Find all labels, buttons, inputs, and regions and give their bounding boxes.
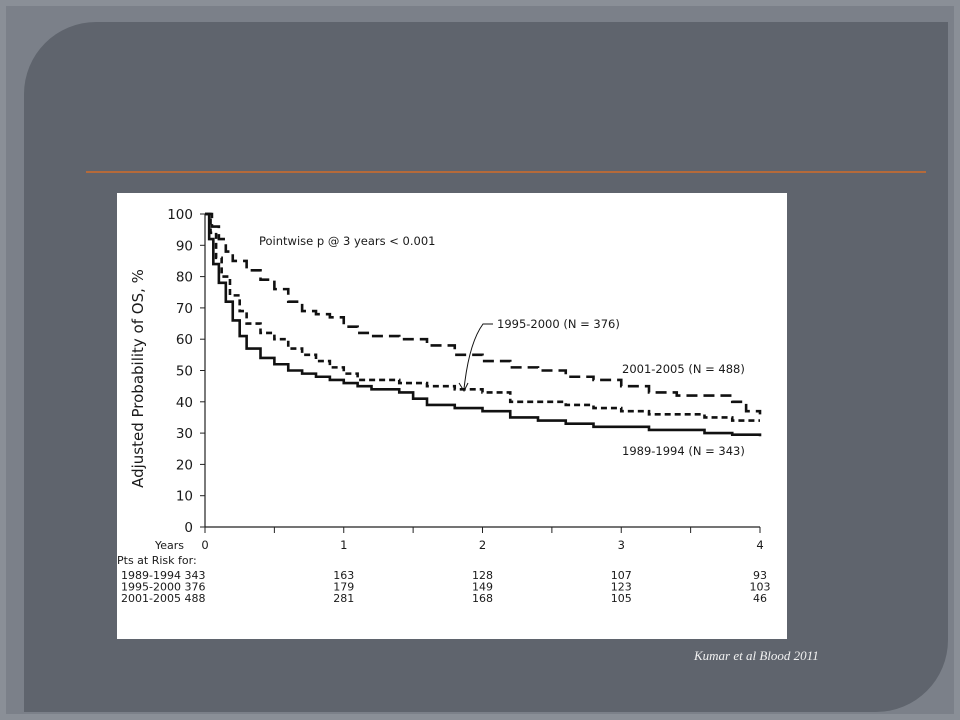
survival-curves <box>205 212 762 437</box>
risk-value: 123 <box>611 581 632 594</box>
risk-value: 149 <box>472 581 493 594</box>
x-tick-label: 3 <box>618 538 625 552</box>
label-arrow <box>463 323 493 390</box>
risk-value: 488 <box>185 592 206 605</box>
series-label-1989-1994: 1989-1994 (N = 343) <box>622 444 745 458</box>
x-tick-label: 2 <box>479 538 486 552</box>
risk-table: Pts at Risk for:1989-1994 343 163 128 107 931… <box>117 554 771 605</box>
risk-value: 376 <box>185 581 206 594</box>
y-tick-label: 0 <box>184 520 193 536</box>
label-arrowhead <box>458 382 469 393</box>
y-tick-label: 100 <box>167 207 193 223</box>
y-tick-label: 80 <box>176 270 193 286</box>
risk-value: 163 <box>333 569 354 582</box>
series-labels: 2001-2005 (N = 488) 1995-2000 (N = 376) 19… <box>458 317 745 458</box>
risk-value: 105 <box>611 592 632 605</box>
x-axis-label: Years <box>154 539 184 552</box>
risk-value: 168 <box>472 592 493 605</box>
risk-value: 343 <box>185 569 206 582</box>
risk-row-label: 2001-2005 <box>121 592 181 605</box>
risk-row-label: 1995-2000 <box>121 581 181 594</box>
x-tick-label: 4 <box>756 538 763 552</box>
citation: Kumar et al Blood 2011 <box>694 648 819 663</box>
risk-value: 128 <box>472 569 493 582</box>
y-tick-label: 50 <box>176 364 193 380</box>
y-tick-label: 20 <box>176 457 193 473</box>
x-tick-label: 1 <box>340 538 347 552</box>
risk-value: 281 <box>333 592 354 605</box>
y-tick-label: 70 <box>176 301 193 317</box>
y-tick-label: 10 <box>176 489 193 505</box>
x-tick-label: 0 <box>201 538 208 552</box>
curve-1995-2000 <box>205 212 760 422</box>
risk-value: 179 <box>333 581 354 594</box>
y-axis-label: Adjusted Probability of OS, % <box>129 269 147 488</box>
title-underline <box>86 171 926 173</box>
y-axis-ticks: 0 10 20 30 40 50 60 70 80 90 100 <box>167 207 205 536</box>
risk-value: 46 <box>753 592 767 605</box>
risk-row-label: 1989-1994 <box>121 569 181 582</box>
risk-value: 93 <box>753 569 767 582</box>
p-value-annotation: Pointwise p @ 3 years < 0.001 <box>259 234 435 248</box>
y-tick-label: 90 <box>176 238 193 254</box>
y-tick-label: 40 <box>176 395 193 411</box>
series-label-1995-2000: 1995-2000 (N = 376) <box>497 317 620 331</box>
y-tick-label: 60 <box>176 332 193 348</box>
risk-table-title: Pts at Risk for: <box>117 554 197 567</box>
risk-value: 107 <box>611 569 632 582</box>
risk-value: 103 <box>750 581 771 594</box>
series-label-2001-2005: 2001-2005 (N = 488) <box>622 362 745 376</box>
y-tick-label: 30 <box>176 426 193 442</box>
x-axis-ticks: 0 1 2 3 4 <box>201 527 764 552</box>
curve-1989-1994 <box>205 212 762 437</box>
curve-2001-2005 <box>205 212 762 415</box>
